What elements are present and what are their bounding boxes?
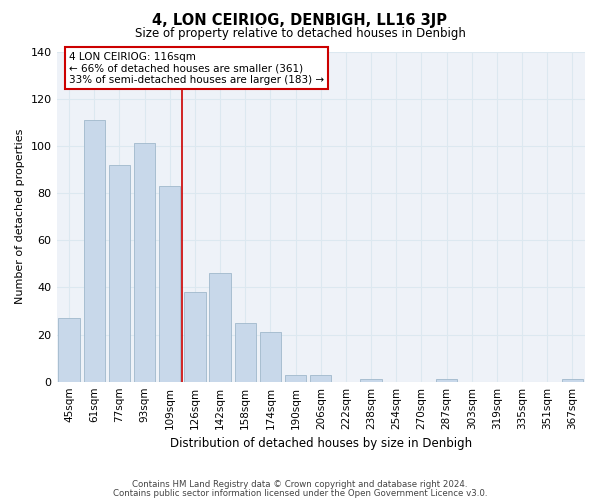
Text: Size of property relative to detached houses in Denbigh: Size of property relative to detached ho… xyxy=(134,28,466,40)
Bar xyxy=(134,144,155,382)
Text: 4, LON CEIRIOG, DENBIGH, LL16 3JP: 4, LON CEIRIOG, DENBIGH, LL16 3JP xyxy=(152,12,448,28)
Bar xyxy=(209,273,231,382)
Bar xyxy=(436,380,457,382)
Bar xyxy=(562,380,583,382)
Text: Contains HM Land Registry data © Crown copyright and database right 2024.: Contains HM Land Registry data © Crown c… xyxy=(132,480,468,489)
Y-axis label: Number of detached properties: Number of detached properties xyxy=(15,129,25,304)
Bar xyxy=(159,186,181,382)
Bar xyxy=(361,380,382,382)
Text: Contains public sector information licensed under the Open Government Licence v3: Contains public sector information licen… xyxy=(113,489,487,498)
Text: 4 LON CEIRIOG: 116sqm
← 66% of detached houses are smaller (361)
33% of semi-det: 4 LON CEIRIOG: 116sqm ← 66% of detached … xyxy=(69,52,324,84)
Bar xyxy=(235,322,256,382)
Bar xyxy=(83,120,105,382)
Bar xyxy=(184,292,206,382)
X-axis label: Distribution of detached houses by size in Denbigh: Distribution of detached houses by size … xyxy=(170,437,472,450)
Bar xyxy=(109,164,130,382)
Bar xyxy=(310,374,331,382)
Bar xyxy=(260,332,281,382)
Bar xyxy=(58,318,80,382)
Bar xyxy=(285,374,307,382)
